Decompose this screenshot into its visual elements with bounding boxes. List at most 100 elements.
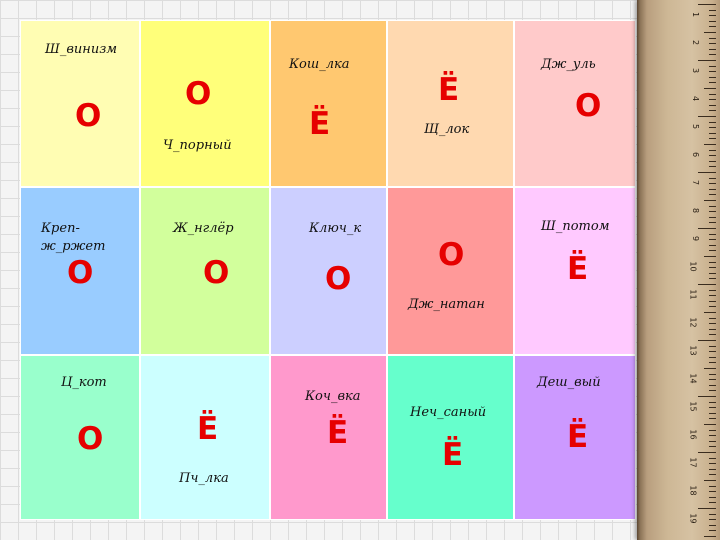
- ruler-tick: [709, 177, 716, 179]
- ruler-tick: [709, 373, 716, 375]
- ruler-tick: [709, 463, 716, 465]
- ruler-tick: [709, 491, 716, 493]
- cell-3[interactable]: Кош_лка Ё: [270, 20, 387, 187]
- ruler-tick: [709, 502, 716, 504]
- ruler-tick: [709, 524, 716, 526]
- ruler-tick: [709, 412, 716, 414]
- ruler-tick: [709, 82, 716, 84]
- ruler-tick: [709, 155, 716, 157]
- ruler-tick: [709, 519, 716, 521]
- ruler-tick: [698, 340, 716, 341]
- ruler-number: 18: [688, 485, 698, 496]
- ruler-number: 19: [688, 513, 698, 524]
- cell-1[interactable]: Ш_винизм О: [20, 20, 140, 187]
- cell-15[interactable]: Деш_вый Ё: [514, 355, 636, 520]
- ruler-tick: [709, 485, 716, 487]
- answer-letter: О: [185, 76, 212, 112]
- cell-9[interactable]: О Дж_натан: [387, 187, 514, 355]
- ruler-tick: [709, 93, 716, 95]
- ruler-tick: [709, 272, 716, 274]
- ruler-tick: [709, 356, 716, 358]
- cell-4[interactable]: Ё Щ_лок: [387, 20, 514, 187]
- cell-2[interactable]: О Ч_порный: [140, 20, 270, 187]
- ruler-tick: [709, 267, 716, 269]
- ruler-tick: [709, 306, 716, 308]
- word-label: Коч_вка: [305, 389, 361, 404]
- word-label: Ключ_к: [309, 221, 362, 236]
- cell-14[interactable]: Неч_саный Ё: [387, 355, 514, 520]
- ruler-number: 13: [688, 345, 698, 356]
- ruler-tick: [709, 104, 716, 106]
- ruler-number: 6: [690, 151, 700, 158]
- ruler-number: 3: [690, 67, 700, 74]
- answer-letter: О: [75, 98, 102, 134]
- word-label: Ц_кот: [61, 375, 107, 390]
- ruler-tick: [709, 211, 716, 213]
- ruler-tick: [709, 71, 716, 73]
- ruler-tick: [709, 440, 716, 442]
- wooden-ruler: 1 2 3 4 5 6 7 8 9 10 11 12 13 14 15 16 17 18 19: [637, 0, 720, 540]
- ruler-number: 1: [690, 11, 700, 18]
- ruler-tick: [709, 295, 716, 297]
- ruler-tick: [709, 20, 716, 22]
- ruler-tick: [709, 496, 716, 498]
- answer-letter: Ё: [438, 72, 460, 108]
- ruler-number: 17: [688, 457, 698, 468]
- ruler-tick: [709, 127, 716, 129]
- ruler-tick: [704, 32, 716, 33]
- ruler-tick: [709, 65, 716, 67]
- ruler-number: 4: [690, 95, 700, 102]
- ruler-tick: [709, 188, 716, 190]
- ruler-tick: [704, 200, 716, 201]
- cell-11[interactable]: Ц_кот О: [20, 355, 140, 520]
- ruler-tick: [698, 284, 716, 285]
- ruler-tick: [709, 530, 716, 532]
- ruler-tick: [709, 317, 716, 319]
- answer-letter: О: [77, 421, 104, 457]
- word-label: Неч_саный: [410, 405, 487, 420]
- ruler-tick: [709, 239, 716, 241]
- answer-letter: Ё: [327, 415, 349, 451]
- word-label: Щ_лок: [424, 122, 470, 137]
- cell-10[interactable]: Ш_потом Ё: [514, 187, 636, 355]
- ruler-tick: [709, 76, 716, 78]
- ruler-tick: [709, 26, 716, 28]
- ruler-tick: [698, 452, 716, 453]
- ruler-tick: [709, 446, 716, 448]
- word-label: Дж_уль: [541, 57, 596, 72]
- ruler-tick: [709, 334, 716, 336]
- ruler-tick: [709, 250, 716, 252]
- ruler-tick: [709, 233, 716, 235]
- answer-letter: Ё: [309, 106, 331, 142]
- ruler-tick: [709, 244, 716, 246]
- ruler-tick: [709, 110, 716, 112]
- cell-12[interactable]: Ё Пч_лка: [140, 355, 270, 520]
- ruler-tick: [709, 390, 716, 392]
- ruler-tick: [698, 60, 716, 61]
- ruler-tick: [704, 256, 716, 257]
- ruler-tick: [709, 328, 716, 330]
- ruler-tick: [709, 43, 716, 45]
- cell-8[interactable]: Ключ_к О: [270, 187, 387, 355]
- word-label: Пч_лка: [179, 471, 229, 486]
- ruler-tick: [709, 429, 716, 431]
- ruler-tick: [709, 362, 716, 364]
- ruler-tick: [709, 300, 716, 302]
- ruler-tick: [698, 508, 716, 509]
- cell-7[interactable]: Ж_нглёр О: [140, 187, 270, 355]
- ruler-tick: [709, 278, 716, 280]
- cell-13[interactable]: Коч_вка Ё: [270, 355, 387, 520]
- ruler-number: 15: [688, 401, 698, 412]
- ruler-tick: [704, 424, 716, 425]
- cell-6[interactable]: Креп-ж_ржет О: [20, 187, 140, 355]
- cell-5[interactable]: Дж_уль О: [514, 20, 636, 187]
- ruler-tick: [709, 468, 716, 470]
- ruler-tick: [698, 396, 716, 397]
- ruler-tick: [709, 160, 716, 162]
- answer-letter: О: [575, 88, 602, 124]
- ruler-tick: [709, 407, 716, 409]
- ruler-tick: [709, 9, 716, 11]
- answer-letter: О: [325, 261, 352, 297]
- word-label: Деш_вый: [537, 375, 601, 390]
